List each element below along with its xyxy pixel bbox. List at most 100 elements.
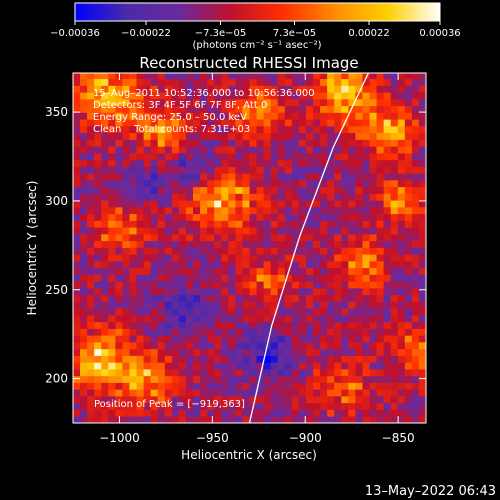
heatmap-cell [397, 73, 406, 80]
heatmap-cell [355, 92, 363, 100]
heatmap-cell [87, 321, 95, 329]
heatmap-cell [383, 314, 392, 323]
heatmap-cell [411, 321, 420, 329]
heatmap-cell [150, 139, 159, 147]
heatmap-cell [369, 416, 377, 423]
heatmap-cell [115, 247, 123, 255]
heatmap-cell [214, 152, 222, 161]
heatmap-cell [73, 281, 81, 289]
heatmap-cell [87, 382, 95, 390]
heatmap-cell [129, 112, 137, 120]
heatmap-cell [327, 139, 335, 147]
heatmap-cell [143, 382, 152, 390]
heatmap-cell [108, 119, 116, 127]
heatmap-cell [150, 119, 159, 127]
heatmap-cell [73, 375, 81, 383]
heatmap-cell [355, 240, 363, 248]
heatmap-cell [418, 78, 426, 86]
heatmap-cell [242, 368, 250, 377]
heatmap-cell [404, 348, 413, 356]
heatmap-cell [193, 267, 201, 275]
heatmap-cell [305, 213, 314, 221]
heatmap-cell [334, 233, 342, 242]
heatmap-cell [263, 260, 272, 269]
heatmap-cell [80, 73, 88, 80]
heatmap-cell [249, 173, 257, 181]
heatmap-cell [348, 179, 356, 188]
heatmap-cell [115, 301, 123, 309]
heatmap-cell [397, 227, 406, 235]
heatmap-cell [313, 73, 321, 80]
heatmap-cell [157, 382, 166, 390]
heatmap-cell [369, 166, 377, 174]
heatmap-cell [157, 139, 166, 147]
heatmap-cell [256, 73, 265, 80]
heatmap-cell [108, 233, 116, 242]
heatmap-cell [418, 98, 426, 107]
heatmap-cell [101, 335, 109, 343]
heatmap-cell [80, 362, 88, 370]
heatmap-cell [115, 139, 123, 147]
heatmap-cell [115, 85, 123, 93]
heatmap-cell [404, 260, 413, 269]
heatmap-cell [291, 294, 300, 302]
heatmap-cell [298, 125, 307, 134]
heatmap-cell [369, 287, 377, 296]
heatmap-cell [376, 301, 385, 309]
heatmap-cell [94, 132, 102, 140]
heatmap-cell [171, 105, 180, 113]
heatmap-cell [327, 382, 335, 390]
heatmap-cell [291, 402, 300, 410]
heatmap-cell [108, 227, 116, 235]
heatmap-cell [313, 321, 321, 329]
heatmap-cell [164, 328, 173, 336]
heatmap-cell [305, 267, 314, 275]
heatmap-cell [94, 166, 102, 174]
heatmap-cell [228, 186, 236, 194]
heatmap-cell [362, 193, 370, 201]
heatmap-cell [270, 173, 279, 181]
heatmap-cell [376, 132, 385, 140]
heatmap-cell [87, 247, 95, 255]
heatmap-cell [164, 294, 173, 302]
heatmap-cell [418, 402, 426, 410]
heatmap-cell [157, 92, 166, 100]
heatmap-cell [397, 409, 406, 417]
heatmap-cell [305, 139, 314, 147]
heatmap-cell [284, 233, 293, 242]
heatmap-cell [291, 146, 300, 154]
heatmap-cell [143, 132, 152, 140]
heatmap-cell [341, 179, 349, 188]
heatmap-cell [129, 335, 137, 343]
heatmap-cell [94, 254, 102, 262]
heatmap-cell [320, 213, 328, 221]
heatmap-cell [164, 213, 173, 221]
heatmap-cell [129, 132, 137, 140]
heatmap-cell [73, 240, 81, 248]
heatmap-cell [411, 254, 420, 262]
heatmap-cell [320, 328, 328, 336]
heatmap-cell [185, 85, 194, 93]
heatmap-cell [207, 213, 215, 221]
heatmap-cell [313, 281, 321, 289]
heatmap-cell [397, 254, 406, 262]
heatmap-cell [80, 119, 88, 127]
heatmap-cell [404, 152, 413, 161]
heatmap-cell [341, 206, 349, 215]
heatmap-cell [87, 328, 95, 336]
heatmap-cell [115, 321, 123, 329]
heatmap-cell [369, 193, 377, 201]
heatmap-cell [390, 240, 399, 248]
heatmap-cell [200, 281, 208, 289]
heatmap-cell [277, 233, 286, 242]
heatmap-cell [80, 166, 88, 174]
heatmap-cell [249, 328, 257, 336]
heatmap-cell [122, 112, 130, 120]
heatmap-cell [383, 193, 392, 201]
heatmap-cell [383, 152, 392, 161]
y-tick-label: 350 [45, 105, 68, 119]
heatmap-cell [411, 213, 420, 221]
heatmap-cell [122, 260, 130, 269]
heatmap-cell [291, 254, 300, 262]
heatmap-cell [157, 355, 166, 363]
